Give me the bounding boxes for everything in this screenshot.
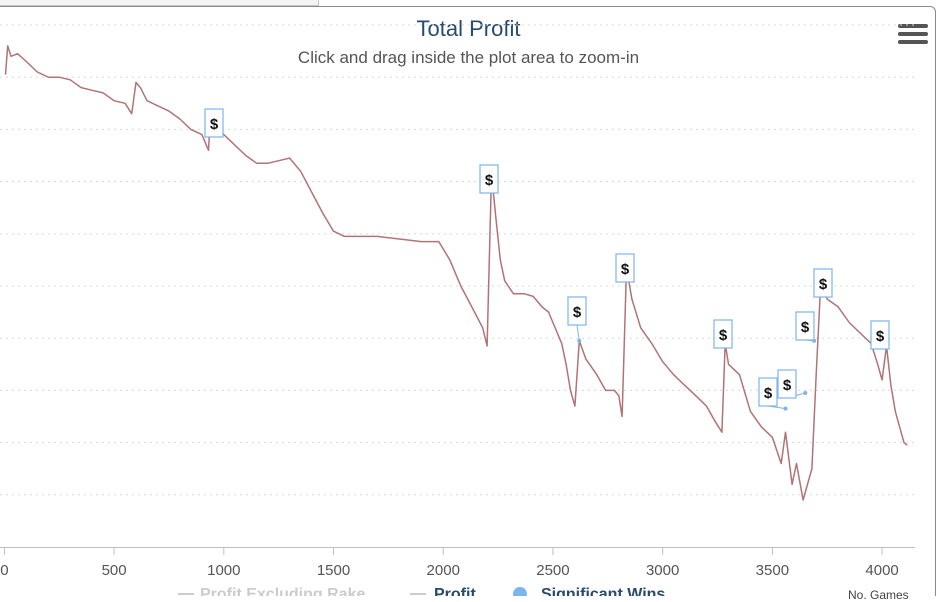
x-tick-label-1: 500 [102, 562, 127, 579]
legend: Profit Excluding Rake Profit Significant… [0, 582, 937, 596]
x-tick-label-8: 4000 [865, 562, 898, 579]
legend-line-hidden [178, 593, 194, 595]
flag-box-0 [204, 108, 224, 138]
series-line-profit [4, 45, 908, 501]
x-tick-label-2: 1000 [207, 562, 240, 579]
flag-label-2: $ [573, 304, 582, 321]
flag-connector-2 [576, 324, 580, 341]
legend-line-profit [410, 593, 426, 595]
flag-label-4: $ [719, 327, 728, 344]
flag-box-2 [567, 296, 587, 326]
x-tick-label-4: 2000 [427, 562, 460, 579]
legend-item-profit-excluding-rake[interactable]: Profit Excluding Rake [200, 586, 366, 596]
flag-box-4 [713, 319, 733, 349]
flag-anchor-2 [577, 338, 582, 343]
flag-box-6 [777, 369, 797, 399]
flag-box-9 [870, 320, 890, 350]
flag-box-3 [615, 253, 635, 283]
chart-title: Total Profit [416, 16, 521, 41]
menu-bar-2 [898, 32, 928, 36]
x-axis-title: No. Games [848, 588, 909, 602]
x-tick-label-5: 2500 [536, 562, 569, 579]
x-tick-label-7: 3500 [756, 562, 789, 579]
hamburger-menu-icon[interactable] [898, 24, 928, 50]
chart-frame [0, 6, 936, 596]
flag-box-5 [758, 377, 778, 407]
flag-label-8: $ [819, 276, 828, 293]
menu-bar-3 [898, 40, 928, 44]
flag-label-0: $ [210, 116, 219, 133]
flag-label-3: $ [621, 261, 630, 278]
flag-label-5: $ [764, 385, 773, 402]
menu-bar-1 [898, 24, 928, 28]
x-tick-label-6: 3000 [646, 562, 679, 579]
x-tick-label-0: 0 [0, 562, 8, 579]
legend-item-profit[interactable]: Profit [434, 586, 476, 596]
flag-anchor-6 [803, 391, 808, 396]
flag-box-8 [813, 268, 833, 298]
flag-label-9: $ [876, 328, 885, 345]
legend-item-significant-wins[interactable]: Significant Wins [541, 586, 666, 596]
x-tick-label-3: 1500 [317, 562, 350, 579]
flag-anchor-5 [783, 406, 788, 411]
top-toolbar-fragment [0, 0, 319, 6]
flag-box-1 [479, 164, 499, 194]
flag-label-7: $ [801, 319, 810, 336]
legend-dot-significant-wins [513, 587, 527, 596]
flag-label-6: $ [783, 377, 792, 394]
flag-box-7 [795, 311, 815, 341]
chart-subtitle: Click and drag inside the plot area to z… [297, 48, 640, 67]
flag-label-1: $ [485, 172, 494, 189]
